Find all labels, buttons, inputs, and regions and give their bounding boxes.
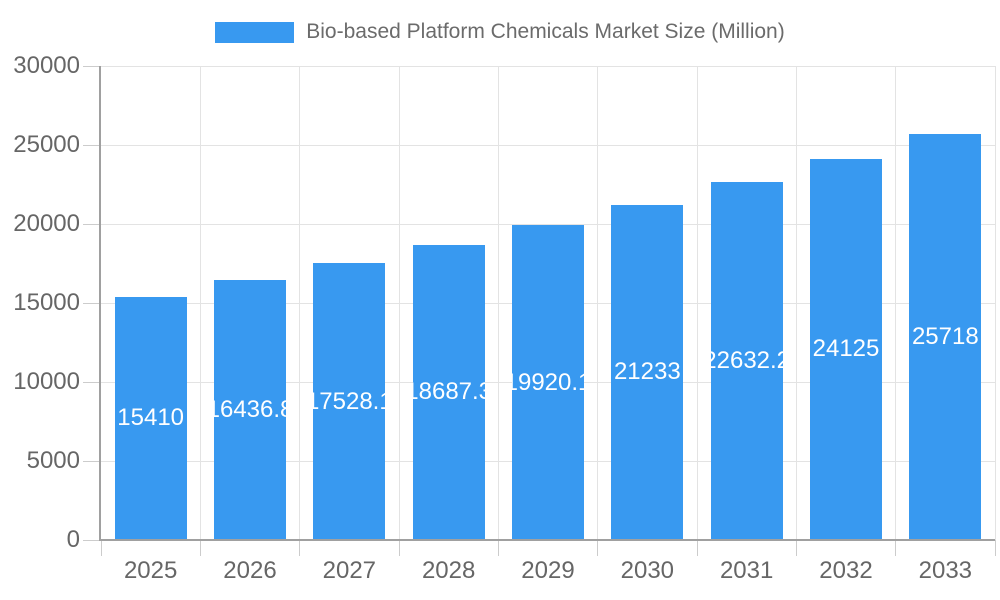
y-tick-label: 25000	[13, 131, 80, 158]
y-tick-mark	[83, 144, 101, 146]
x-tick-label: 2033	[918, 557, 973, 584]
x-tick-mark	[100, 540, 102, 556]
bar-value-label: 22632.2	[711, 347, 783, 375]
y-tick-label: 10000	[13, 368, 80, 395]
x-tick-label: 2026	[223, 557, 277, 584]
y-tick-mark	[83, 65, 101, 67]
x-tick-mark	[895, 540, 897, 556]
x-tick-label: 2031	[719, 557, 774, 584]
gridline-horizontal	[101, 144, 995, 146]
gridline-vertical	[398, 66, 400, 540]
bar-2033: 25718	[909, 133, 982, 540]
x-tick-mark	[199, 540, 201, 556]
y-tick-label: 30000	[13, 52, 80, 79]
y-tick-mark	[83, 302, 101, 304]
gridline-horizontal	[101, 223, 995, 225]
y-axis-line	[99, 66, 101, 540]
x-tick-mark	[497, 540, 499, 556]
gridline-vertical	[994, 66, 996, 540]
gridline-vertical	[696, 66, 698, 540]
bar-value-label: 19920.1	[512, 368, 584, 396]
legend[interactable]: Bio-based Platform Chemicals Market Size…	[0, 21, 1000, 43]
bar-2032: 24125	[810, 158, 882, 540]
bar-value-label: 16436.8	[214, 396, 286, 424]
x-tick-mark	[795, 540, 797, 556]
gridline-vertical	[597, 66, 599, 540]
bar-2027: 17528.1	[313, 263, 386, 540]
x-tick-label: 2025	[123, 557, 178, 584]
bar-2026: 16436.8	[214, 280, 286, 540]
x-axis-line	[99, 539, 995, 541]
y-tick-label: 5000	[26, 447, 80, 474]
gridline-vertical	[199, 66, 201, 540]
y-tick-mark	[83, 381, 101, 383]
x-tick-mark	[299, 540, 301, 556]
gridline-horizontal	[101, 65, 995, 67]
x-tick-label: 2027	[322, 557, 377, 584]
legend-swatch	[215, 21, 295, 43]
bar-value-label: 15410	[117, 404, 185, 432]
chart-title: Bio-based Platform Chemicals Market Size…	[306, 20, 785, 43]
gridline-vertical	[895, 66, 897, 540]
bar-2031: 22632.2	[710, 182, 783, 540]
bar-2029: 19920.1	[512, 225, 584, 540]
bar-value-label: 21233	[613, 358, 681, 386]
x-tick-mark	[994, 540, 996, 556]
y-tick-mark	[83, 223, 101, 225]
bar-2028: 18687.3	[412, 244, 485, 540]
x-tick-mark	[597, 540, 599, 556]
bar-2030: 21233	[611, 204, 684, 540]
y-tick-mark	[83, 460, 101, 462]
bar-value-label: 18687.3	[413, 378, 485, 406]
y-tick-mark	[83, 539, 101, 541]
gridline-vertical	[795, 66, 797, 540]
x-tick-label: 2029	[521, 557, 575, 584]
y-tick-label: 15000	[13, 289, 80, 316]
bar-value-label: 24125	[812, 335, 880, 363]
y-tick-label: 20000	[13, 210, 80, 237]
bar-2025: 15410	[114, 296, 187, 540]
x-tick-label: 2030	[620, 557, 675, 584]
y-tick-label: 0	[66, 526, 80, 553]
x-tick-mark	[398, 540, 400, 556]
x-tick-mark	[696, 540, 698, 556]
bar-value-label: 25718	[911, 322, 979, 350]
x-tick-label: 2032	[819, 557, 873, 584]
gridline-vertical	[497, 66, 499, 540]
gridline-vertical	[299, 66, 301, 540]
x-tick-label: 2028	[421, 557, 476, 584]
bar-value-label: 17528.1	[313, 387, 385, 415]
